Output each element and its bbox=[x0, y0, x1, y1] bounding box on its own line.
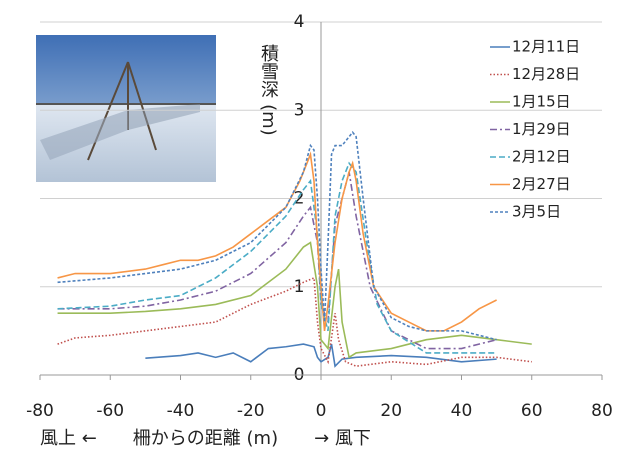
y-tick-label: 1 bbox=[294, 277, 305, 297]
legend-label: 12月11日 bbox=[512, 38, 580, 56]
x-axis-title: 風上 ← 柵からの距離 (m) → 風下 bbox=[40, 428, 371, 449]
series-line bbox=[58, 163, 497, 353]
x-tick-label: -60 bbox=[96, 401, 124, 421]
y-axis-title: 積雪深 (m) bbox=[258, 44, 279, 135]
x-tick-label: -80 bbox=[26, 401, 54, 421]
legend: 12月11日 12月28日 1月15日 1月29日 2月12日 2月27日 3月5日 bbox=[490, 38, 580, 221]
y-tick-label: 3 bbox=[294, 100, 305, 120]
legend-label: 1月29日 bbox=[512, 120, 571, 138]
x-tick-label: -20 bbox=[237, 401, 265, 421]
series-line bbox=[58, 243, 532, 358]
x-tick-label: 40 bbox=[451, 401, 473, 421]
x-tick-label: 0 bbox=[316, 401, 327, 421]
x-tick-label: 80 bbox=[591, 401, 613, 421]
photo-inset bbox=[36, 35, 216, 182]
legend-label: 3月5日 bbox=[512, 203, 561, 221]
y-tick-label: 2 bbox=[294, 189, 305, 209]
x-tick-label: 20 bbox=[380, 401, 402, 421]
y-tick-label: 4 bbox=[294, 12, 305, 32]
legend-label: 2月27日 bbox=[512, 175, 571, 193]
legend-label: 1月15日 bbox=[512, 93, 571, 111]
chart: 風上 ← 柵からの距離 (m) → 風下 積雪深 (m) 0 1 2 3 4 -80 -60… bbox=[0, 0, 631, 452]
legend-label: 12月28日 bbox=[512, 65, 580, 83]
legend-label: 2月12日 bbox=[512, 148, 571, 166]
x-tick-label: -40 bbox=[167, 401, 195, 421]
x-tick-label: 60 bbox=[521, 401, 543, 421]
